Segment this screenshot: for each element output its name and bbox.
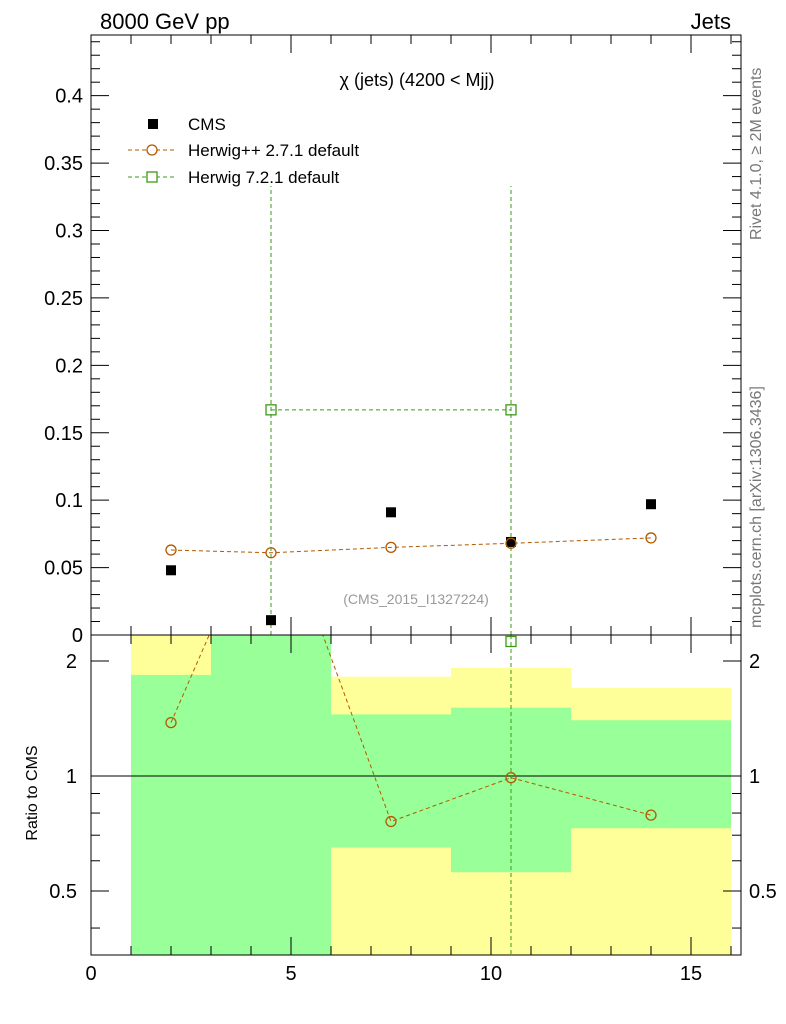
- cms-marker: [386, 507, 396, 518]
- band-inner: [331, 714, 451, 848]
- cms-marker: [506, 536, 516, 547]
- header-right: Jets: [691, 9, 731, 34]
- main-panel: 0 0.05 0.1 0.15 0.2 0.25 0.3 0.35 0.4 χ (jets) (…: [44, 35, 741, 647]
- x-tick-label: 15: [680, 963, 702, 985]
- y-tick-label-right: 0.5: [749, 881, 777, 903]
- legend-entry: Herwig 7.2.1 default: [188, 168, 339, 187]
- x-tick-label: 5: [285, 963, 296, 985]
- y-tick-label: 0.35: [44, 153, 83, 175]
- herwigpp-marker: [645, 532, 657, 544]
- y-tick-label-right: 2: [749, 651, 760, 673]
- source-label: mcplots.cern.ch [arXiv:1306.3436]: [748, 386, 765, 628]
- legend-entry: Herwig++ 2.7.1 default: [188, 141, 359, 160]
- legend-marker-circle: [146, 144, 158, 156]
- legend: CMS Herwig++ 2.7.1 default Herwig 7.2.1 de…: [128, 115, 359, 187]
- cms-marker: [646, 499, 656, 510]
- herwigpp-ratio-marker: [645, 809, 657, 821]
- x-tick-label: 10: [480, 963, 502, 985]
- herwigpp-marker: [385, 541, 397, 554]
- y-tick-label: 0.2: [55, 355, 83, 377]
- ratio-ylabel: Ratio to CMS: [24, 745, 41, 840]
- herwigpp-ratio-marker: [385, 815, 397, 828]
- cms-marker: [166, 565, 176, 576]
- band-inner: [211, 635, 331, 955]
- y-tick-label: 0.25: [44, 288, 83, 310]
- herwigpp-line: [170, 537, 652, 554]
- analysis-annotation: (CMS_2015_I1327224): [343, 591, 489, 607]
- band-inner: [131, 674, 211, 955]
- band-inner: [571, 720, 731, 829]
- y-tick-label-right: 1: [749, 766, 760, 788]
- header-left: 8000 GeV pp: [100, 9, 230, 34]
- herwig7-marker: [505, 404, 517, 416]
- y-tick-label: 0: [72, 625, 83, 647]
- y-tick-label: 0.05: [44, 558, 83, 580]
- y-tick-label-left: 2: [66, 651, 77, 673]
- herwig7-ratio-marker: [505, 635, 517, 648]
- herwigpp-ratio-marker: [505, 772, 517, 784]
- herwigpp-ratio-marker: [165, 716, 177, 729]
- ratio-panel: 0 5 10 15 0.5 0.5 1 1 2 2 Ratio to CMS: [24, 635, 777, 985]
- ratio-frame: [90, 634, 742, 956]
- ratio-bands: [131, 635, 731, 955]
- plot-title: χ (jets) (4200 < Mjj): [340, 70, 495, 90]
- y-tick-label: 0.3: [55, 221, 83, 243]
- herwig7-marker: [265, 404, 277, 416]
- herwigpp-marker: [265, 547, 277, 559]
- x-tick-label: 0: [85, 963, 96, 985]
- y-tick-label: 0.4: [55, 86, 83, 108]
- y-tick-label-left: 1: [66, 766, 77, 788]
- herwigpp-marker: [165, 544, 177, 556]
- y-tick-label-left: 0.5: [49, 881, 77, 903]
- y-tick-label: 0.1: [55, 490, 83, 512]
- rivet-label: Rivet 4.1.0, ≥ 2M events: [748, 68, 765, 240]
- legend-entry: CMS: [188, 115, 226, 134]
- legend-marker-cms: [148, 119, 158, 129]
- legend-marker-square: [146, 171, 158, 183]
- y-tick-label: 0.15: [44, 423, 83, 445]
- herwigpp-marker: [505, 537, 517, 549]
- cms-marker: [266, 615, 276, 626]
